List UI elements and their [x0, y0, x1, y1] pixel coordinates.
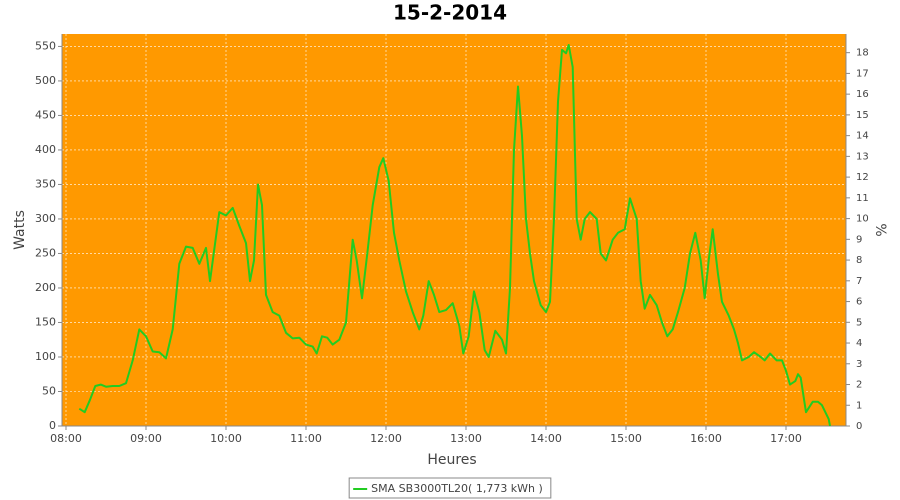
y-tick-label: 300 [35, 212, 56, 225]
y-tick-label: 0 [49, 419, 56, 432]
x-tick-label: 11:00 [290, 432, 322, 445]
y2-axis-label: % [872, 223, 888, 236]
y2-tick-label: 18 [856, 48, 869, 59]
x-tick-label: 08:00 [50, 432, 82, 445]
y2-tick-label: 17 [856, 68, 869, 79]
x-tick-label: 15:00 [610, 432, 642, 445]
y-tick-label: 550 [35, 39, 56, 52]
legend: SMA SB3000TL20( 1,773 kWh ) [348, 477, 552, 499]
y-tick-label: 450 [35, 108, 56, 121]
data-line [78, 44, 831, 427]
y-tick-label: 100 [35, 350, 56, 363]
x-tick-label: 12:00 [370, 432, 402, 445]
y-tick-label: 50 [42, 384, 56, 397]
y2-tick-label: 15 [856, 110, 869, 121]
y2-tick-label: 6 [856, 297, 862, 308]
x-tick-label: 17:00 [770, 432, 802, 445]
y2-tick-label: 0 [856, 421, 862, 432]
legend-label: SMA SB3000TL20( 1,773 kWh ) [371, 482, 543, 495]
y2-tick-label: 8 [856, 255, 862, 266]
y2-tick-label: 3 [856, 359, 862, 370]
y2-tick-label: 4 [856, 338, 862, 349]
y2-tick-label: 2 [856, 380, 862, 391]
y2-tick-label: 16 [856, 89, 869, 100]
y2-tick-label: 11 [856, 193, 869, 204]
y-tick-label: 250 [35, 246, 56, 259]
y2-tick-label: 14 [856, 131, 869, 142]
y2-tick-label: 12 [856, 172, 869, 183]
y2-tick-label: 9 [856, 234, 862, 245]
y-tick-label: 500 [35, 74, 56, 87]
y-tick-label: 350 [35, 177, 56, 190]
y2-tick-label: 5 [856, 317, 862, 328]
x-tick-label: 09:00 [130, 432, 162, 445]
plot-background [62, 34, 846, 426]
x-tick-label: 14:00 [530, 432, 562, 445]
y2-tick-label: 7 [856, 276, 862, 287]
x-axis-label: Heures [427, 452, 476, 468]
legend-box [348, 477, 552, 499]
y2-tick-label: 10 [856, 214, 869, 225]
y2-tick-label: 1 [856, 400, 862, 411]
x-tick-label: 13:00 [450, 432, 482, 445]
x-tick-label: 10:00 [210, 432, 242, 445]
y-tick-label: 150 [35, 315, 56, 328]
y-axis-label: Watts [12, 210, 28, 250]
x-tick-label: 16:00 [690, 432, 722, 445]
y2-tick-label: 13 [856, 151, 869, 162]
y-tick-label: 200 [35, 281, 56, 294]
y-tick-label: 400 [35, 143, 56, 156]
chart-title: 15-2-2014 [393, 1, 507, 25]
